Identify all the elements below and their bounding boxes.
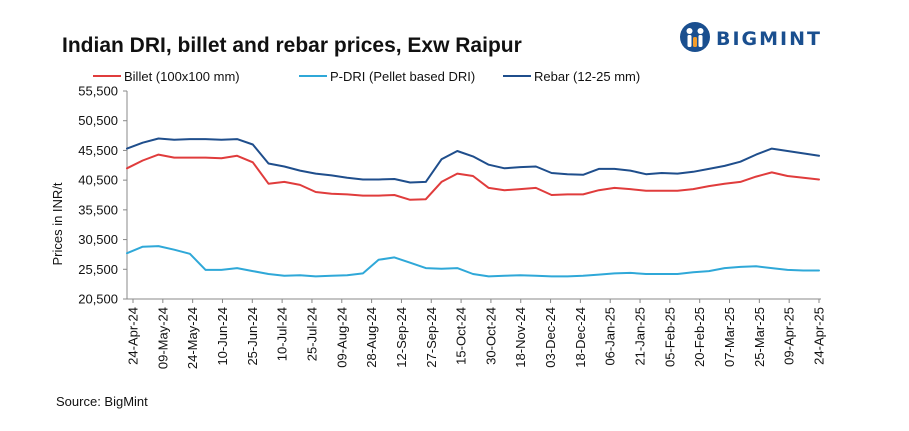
x-tick-label: 12-Sep-24	[394, 307, 409, 368]
y-axis-ticks: 20,500 25,500 30,500 35,500 40,500 45,500 50,5…	[78, 84, 127, 307]
legend-label-pdri: P-DRI (Pellet based DRI)	[330, 69, 475, 84]
y-tick-label: 35,500	[78, 202, 118, 217]
x-tick-label: 03-Dec-24	[543, 307, 558, 368]
x-tick-label: 05-Feb-25	[662, 307, 677, 367]
x-tick-label: 30-Oct-24	[483, 307, 498, 365]
series-line-billet	[126, 153, 820, 201]
x-tick-label: 09-Aug-24	[334, 307, 349, 368]
x-tick-label: 10-Jun-24	[215, 307, 230, 366]
x-tick-label: 25-Jun-24	[245, 307, 260, 366]
source-note: Source: BigMint	[56, 394, 148, 409]
brand-name: BIGMINT	[716, 28, 822, 50]
x-tick-label: 27-Sep-24	[424, 307, 439, 368]
x-tick-label: 21-Jan-25	[633, 307, 648, 366]
y-tick-label: 50,500	[78, 113, 118, 128]
y-axis-label: Prices in INR/t	[50, 182, 65, 265]
x-tick-label: 07-Mar-25	[722, 307, 737, 367]
x-axis-ticks: 24-Apr-24 09-May-24 24-May-24 10-Jun-24 25-J…	[126, 299, 827, 369]
y-tick-label: 45,500	[78, 143, 118, 158]
x-tick-label: 24-Apr-25	[812, 307, 827, 365]
x-tick-label: 09-Apr-25	[782, 307, 797, 365]
x-tick-label: 25-Mar-25	[752, 307, 767, 367]
series-line-pdri	[126, 245, 820, 278]
x-tick-label: 20-Feb-25	[692, 307, 707, 367]
y-tick-label: 25,500	[78, 262, 118, 277]
x-tick-label: 24-Apr-24	[126, 307, 141, 365]
series-line-rebar	[126, 137, 820, 184]
brand-logo-icon	[680, 22, 710, 52]
chart-legend: Billet (100x100 mm) P-DRI (Pellet based …	[93, 69, 640, 84]
x-tick-label: 09-May-24	[155, 307, 170, 369]
x-tick-label: 28-Aug-24	[364, 307, 379, 368]
x-tick-label: 06-Jan-25	[603, 307, 618, 366]
x-tick-label: 15-Oct-24	[454, 307, 469, 365]
y-tick-label: 40,500	[78, 173, 118, 188]
chart-axes	[126, 91, 821, 300]
legend-label-rebar: Rebar (12-25 mm)	[534, 69, 640, 84]
y-tick-label: 55,500	[78, 84, 118, 99]
brand-logo: BIGMINT	[678, 20, 838, 56]
x-tick-label: 24-May-24	[185, 307, 200, 369]
x-tick-label: 25-Jul-24	[304, 307, 319, 361]
chart-series	[126, 137, 820, 278]
y-tick-label: 20,500	[78, 292, 118, 307]
chart-title: Indian DRI, billet and rebar prices, Exw…	[62, 34, 522, 57]
x-tick-label: 18-Nov-24	[513, 307, 528, 368]
y-tick-label: 30,500	[78, 232, 118, 247]
x-tick-label: 10-Jul-24	[275, 307, 290, 361]
legend-label-billet: Billet (100x100 mm)	[124, 69, 240, 84]
x-tick-label: 18-Dec-24	[573, 307, 588, 368]
